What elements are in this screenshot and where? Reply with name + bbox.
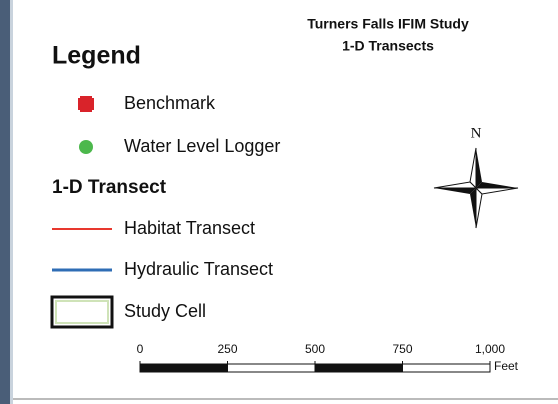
legend-label: Study Cell	[124, 301, 206, 321]
title-line: Turners Falls IFIM Study	[307, 16, 469, 32]
title-line: 1-D Transects	[342, 38, 434, 54]
benchmark-symbol	[78, 96, 94, 112]
scale-unit: Feet	[494, 359, 519, 373]
legend-label: Hydraulic Transect	[124, 259, 273, 279]
map-edge-border	[10, 0, 13, 404]
north-arrow	[434, 148, 518, 228]
scale-segment	[403, 364, 491, 372]
legend-heading: Legend	[52, 42, 141, 70]
scale-label: 0	[137, 342, 144, 356]
legend-label: Water Level Logger	[124, 136, 280, 156]
logger-symbol	[79, 140, 93, 154]
scale-label: 1,000	[475, 342, 505, 356]
scale-bar: 0 250 500 750 1,000 Feet	[137, 342, 519, 373]
legend-label: Benchmark	[124, 93, 216, 113]
map-edge	[0, 0, 10, 404]
legend-label: Habitat Transect	[124, 218, 255, 238]
scale-segment	[228, 364, 316, 372]
map-legend: Turners Falls IFIM Study 1-D Transects L…	[0, 0, 558, 404]
scale-segment	[140, 364, 228, 372]
scale-label: 750	[392, 342, 412, 356]
scale-segment	[315, 364, 403, 372]
scale-label: 250	[217, 342, 237, 356]
legend-section: 1-D Transect	[52, 177, 167, 198]
north-label: N	[471, 125, 482, 141]
scale-label: 500	[305, 342, 325, 356]
